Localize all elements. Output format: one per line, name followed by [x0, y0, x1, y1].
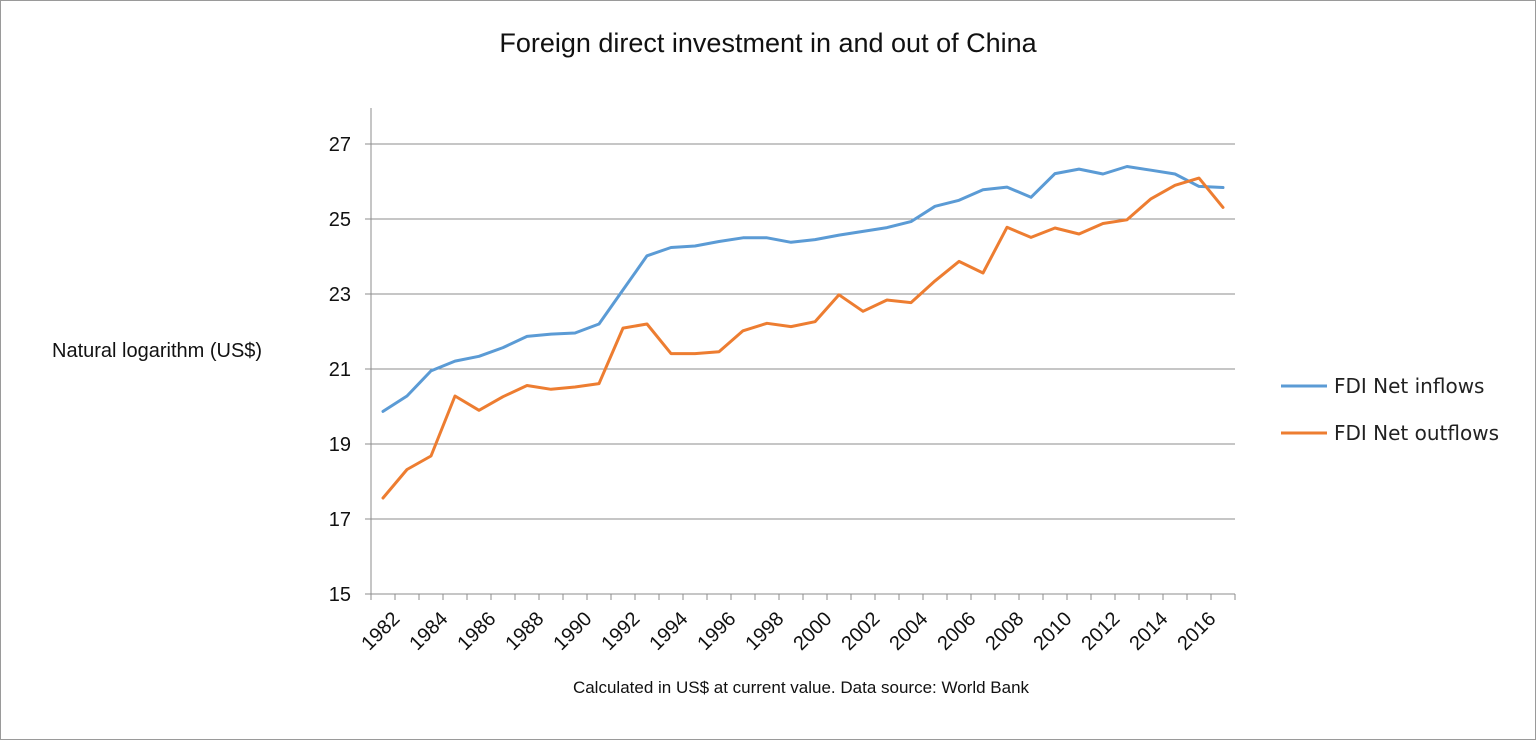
x-tick-labels: 1982 1984 1986 1988 1990 1992 1994 1996 1998 2000…	[357, 608, 1220, 655]
x-tick-label: 1982	[357, 608, 404, 655]
x-tick-label: 1994	[645, 608, 692, 655]
x-tick-label: 2006	[933, 608, 980, 655]
chart-footnote: Calculated in US$ at current value. Data…	[572, 678, 1030, 697]
series-line-outflows	[381, 176, 1225, 500]
x-tick-label: 1992	[597, 608, 644, 655]
x-tick-label: 2010	[1029, 608, 1076, 655]
y-tick-label: 25	[329, 209, 351, 231]
y-tick-label: 19	[329, 434, 351, 456]
y-tick-label: 21	[329, 359, 351, 381]
axes	[365, 108, 1236, 600]
x-tick-label: 1986	[453, 608, 500, 655]
x-tick-label: 2014	[1125, 608, 1172, 655]
legend-label: FDI Net outflows	[1334, 421, 1499, 445]
legend-label: FDI Net inflows	[1334, 374, 1484, 398]
chart-title: Foreign direct investment in and out of …	[499, 28, 1037, 58]
x-tick-label: 1998	[741, 608, 788, 655]
y-tick-label: 17	[329, 509, 351, 531]
x-tick-label: 1988	[501, 608, 548, 655]
gridlines	[371, 143, 1235, 520]
y-tick-labels: 15 17 19 21 23 25 27	[329, 134, 351, 606]
series-line-inflows	[381, 165, 1225, 413]
x-tick-label: 1990	[549, 608, 596, 655]
x-tick-label: 1984	[405, 608, 452, 655]
x-tick-label: 2016	[1173, 608, 1220, 655]
x-tick-label: 2012	[1077, 608, 1124, 655]
series-lines	[381, 165, 1225, 500]
x-tick-label: 2004	[885, 608, 932, 655]
x-tick-label: 2002	[837, 608, 884, 655]
y-axis-label: Natural logarithm (US$)	[52, 340, 263, 362]
x-tick-label: 2000	[789, 608, 836, 655]
y-tick-label: 27	[329, 134, 351, 156]
y-tick-label: 23	[329, 284, 351, 306]
x-tick-label: 2008	[981, 608, 1028, 655]
y-tick-label: 15	[329, 584, 351, 606]
legend: FDI Net inflows FDI Net outflows	[1281, 374, 1499, 445]
x-tick-label: 1996	[693, 608, 740, 655]
